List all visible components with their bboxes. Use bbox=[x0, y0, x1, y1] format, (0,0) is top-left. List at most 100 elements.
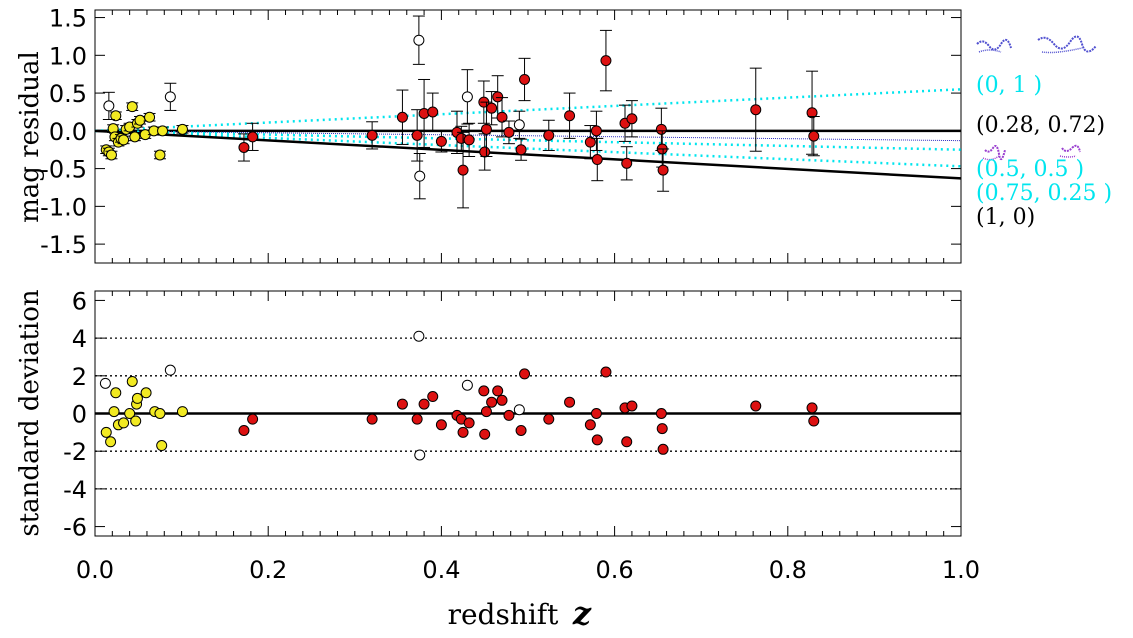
yellow-filled-point bbox=[144, 111, 156, 123]
open-circle-point bbox=[513, 119, 525, 131]
red-filled-point bbox=[657, 164, 669, 176]
red-filled-point bbox=[584, 419, 596, 431]
red-filled-point bbox=[411, 129, 423, 141]
legend-label-0: (0, 1 ) bbox=[976, 73, 1042, 98]
red-filled-point bbox=[750, 104, 762, 116]
red-filled-point bbox=[247, 413, 259, 425]
legend-label-4: (0.75, 0.25 ) bbox=[976, 181, 1112, 206]
yellow-filled-point bbox=[118, 134, 130, 146]
red-filled-point bbox=[396, 398, 408, 410]
red-filled-point bbox=[806, 107, 818, 119]
y-tick-label: 6 bbox=[72, 287, 87, 315]
open-circle-point bbox=[414, 449, 426, 461]
yellow-filled-point bbox=[156, 440, 168, 452]
red-filled-point bbox=[435, 419, 447, 431]
top-data-points bbox=[100, 15, 820, 209]
x-axis-label: redshift bbox=[448, 598, 560, 631]
y-tick-label: 1.5 bbox=[49, 5, 87, 33]
legend-label-5: (1, 0) bbox=[976, 205, 1035, 230]
red-filled-point bbox=[656, 423, 668, 435]
red-filled-point bbox=[584, 136, 596, 148]
red-filled-point bbox=[238, 141, 250, 153]
y-tick-label: -4 bbox=[63, 476, 87, 504]
red-filled-point bbox=[479, 428, 491, 440]
yellow-filled-point bbox=[110, 387, 122, 399]
bottom-reference-lines bbox=[95, 337, 961, 490]
bottom-y-axis-ticks: -6 -4 -2 0 2 4 6 bbox=[63, 287, 961, 542]
x-tick-label: 0.0 bbox=[76, 556, 114, 584]
x-tick-label: 0.2 bbox=[249, 556, 287, 584]
open-circle-point bbox=[413, 34, 425, 46]
red-filled-point bbox=[655, 123, 667, 135]
y-tick-label: 4 bbox=[72, 325, 87, 353]
y-tick-label: -1.0 bbox=[40, 193, 87, 221]
yellow-filled-point bbox=[110, 110, 122, 122]
red-filled-point bbox=[418, 398, 430, 410]
red-filled-point bbox=[564, 396, 576, 408]
red-filled-point bbox=[479, 146, 491, 158]
red-filled-point bbox=[621, 436, 633, 448]
red-filled-point bbox=[463, 134, 475, 146]
red-filled-point bbox=[366, 129, 378, 141]
red-filled-point bbox=[621, 157, 633, 169]
red-filled-point bbox=[626, 400, 638, 412]
yellow-filled-point bbox=[157, 125, 169, 137]
red-filled-point bbox=[463, 417, 475, 429]
red-filled-point bbox=[655, 408, 667, 419]
model-line-0 bbox=[94, 88, 962, 133]
open-circle-point bbox=[461, 379, 473, 391]
model-line-2 bbox=[94, 130, 962, 142]
open-circle-point bbox=[164, 364, 176, 376]
red-filled-point bbox=[591, 154, 603, 166]
red-filled-point bbox=[247, 131, 259, 143]
red-filled-point bbox=[543, 129, 555, 141]
y-tick-label: -6 bbox=[63, 514, 87, 542]
red-filled-point bbox=[590, 125, 602, 137]
standard-deviation-panel: -6 -4 -2 0 2 4 6 0.0 0.2 0.4 0.6 0.8 1.0 standard d… bbox=[15, 287, 980, 584]
model-line-4 bbox=[94, 129, 962, 168]
x-tick-label: 0.6 bbox=[596, 556, 634, 584]
legend-label-1: (0.28, 0.72) bbox=[976, 113, 1105, 138]
red-filled-point bbox=[480, 406, 492, 418]
x-tick-label: 0.8 bbox=[769, 556, 807, 584]
red-filled-point bbox=[427, 106, 439, 118]
bottom-x-axis-ticks: 0.0 0.2 0.4 0.6 0.8 1.0 bbox=[76, 291, 980, 584]
legend-label-3: (0.5, 0.5 ) bbox=[976, 157, 1084, 182]
red-filled-point bbox=[492, 91, 504, 103]
y-tick-label: 0 bbox=[72, 401, 87, 429]
red-filled-point bbox=[519, 368, 531, 380]
red-filled-point bbox=[564, 110, 576, 122]
x-tick-label: 0.4 bbox=[422, 556, 460, 584]
yellow-filled-point bbox=[126, 101, 138, 113]
red-filled-point bbox=[626, 113, 638, 125]
red-filled-point bbox=[591, 434, 603, 446]
red-filled-point bbox=[806, 402, 818, 414]
yellow-filled-point bbox=[124, 408, 136, 419]
model-legend: (0, 1 ) (0.28, 0.72) (0.5, 0.5 )(0.75, 0.2… bbox=[976, 35, 1112, 230]
yellow-filled-point bbox=[118, 417, 130, 429]
red-filled-point bbox=[503, 409, 515, 421]
top-x-axis-ticks bbox=[94, 10, 962, 263]
red-filled-point bbox=[366, 413, 378, 425]
yellow-filled-point bbox=[108, 406, 120, 418]
red-filled-point bbox=[496, 394, 508, 406]
y-tick-label: -0.5 bbox=[40, 156, 87, 184]
y-tick-label: 0.5 bbox=[49, 80, 87, 108]
red-filled-point bbox=[515, 144, 527, 156]
x-axis-symbol: z bbox=[572, 594, 592, 632]
red-filled-point bbox=[590, 408, 602, 419]
open-circle-point bbox=[413, 330, 425, 342]
red-filled-point bbox=[657, 443, 669, 455]
open-circle-point bbox=[461, 91, 473, 103]
red-filled-point bbox=[411, 413, 423, 425]
open-circle-point bbox=[164, 91, 176, 103]
y-tick-label: 0.0 bbox=[49, 118, 87, 146]
top-model-lines bbox=[94, 88, 962, 180]
red-filled-point bbox=[478, 385, 490, 397]
legend-scribble-purple bbox=[982, 144, 1081, 161]
x-tick-label: 1.0 bbox=[942, 556, 980, 584]
red-filled-point bbox=[486, 396, 498, 408]
red-filled-point bbox=[600, 55, 612, 67]
red-filled-point bbox=[480, 123, 492, 135]
open-circle-point bbox=[414, 170, 426, 182]
